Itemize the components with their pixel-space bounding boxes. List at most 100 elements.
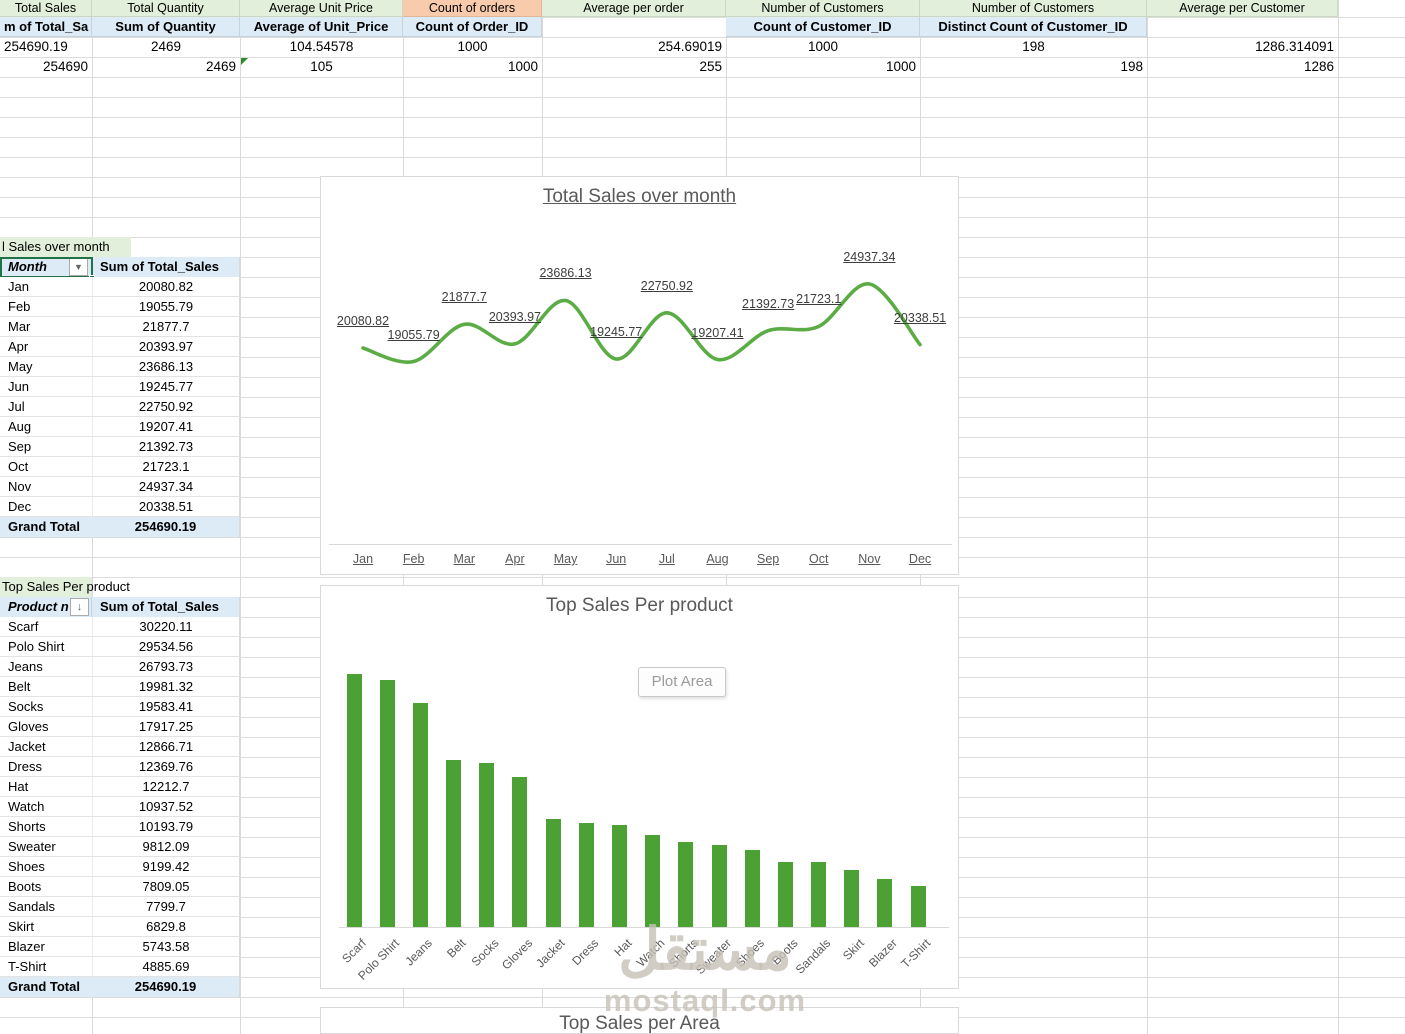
kpi-value-cell[interactable]: 254690.19	[4, 39, 68, 54]
pivot-values-header[interactable]: Sum of Total_Sales	[92, 597, 240, 617]
chart-top-sales-per-area[interactable]: Top Sales per Area	[320, 1007, 959, 1034]
kpi-value-cell[interactable]: 198	[1120, 59, 1143, 74]
pivot-row-value[interactable]: 19583.41	[92, 697, 240, 717]
pivot-row-label[interactable]: May	[0, 357, 92, 377]
pivot-row-value[interactable]: 7799.7	[92, 897, 240, 917]
pivot-field-header[interactable]: Product n	[0, 597, 92, 617]
pivot-row-value[interactable]: 12369.76	[92, 757, 240, 777]
pivot-row-label[interactable]: Oct	[0, 457, 92, 477]
pivot-row-value[interactable]: 17917.25	[92, 717, 240, 737]
pivot-row-value[interactable]: 19055.79	[92, 297, 240, 317]
kpi-header-cell[interactable]: Number of Customers	[726, 0, 920, 17]
kpi-value-cell[interactable]: 1000	[885, 59, 916, 74]
kpi-subheader-cell[interactable]: Average of Unit_Price	[240, 17, 403, 37]
kpi-value-cell[interactable]: 1286	[1303, 59, 1334, 74]
pivot-row-label[interactable]: Shoes	[0, 857, 92, 877]
pivot-row-value[interactable]: 20080.82	[92, 277, 240, 297]
pivot-row-value[interactable]: 20338.51	[92, 497, 240, 517]
pivot-row-label[interactable]: Sep	[0, 437, 92, 457]
pivot-row-value[interactable]: 24937.34	[92, 477, 240, 497]
pivot-row-label[interactable]: Socks	[0, 697, 92, 717]
kpi-header-cell[interactable]: Total Quantity	[92, 0, 240, 17]
pivot-row-label[interactable]: Polo Shirt	[0, 637, 92, 657]
pivot-row-label[interactable]: Gloves	[0, 717, 92, 737]
pivot-row-value[interactable]: 12212.7	[92, 777, 240, 797]
pivot-row-value[interactable]: 10937.52	[92, 797, 240, 817]
pivot-row-label[interactable]: Apr	[0, 337, 92, 357]
kpi-value-cell[interactable]: 2469	[150, 39, 182, 54]
pivot-row-value[interactable]: 10193.79	[92, 817, 240, 837]
kpi-value-cell[interactable]: 105	[310, 59, 333, 74]
pivot-row-value[interactable]: 21392.73	[92, 437, 240, 457]
pivot-row-value[interactable]: 30220.11	[92, 617, 240, 637]
grand-total-value[interactable]: 254690.19	[92, 977, 240, 997]
pivot-row-value[interactable]: 26793.73	[92, 657, 240, 677]
pivot-row-label[interactable]: Shorts	[0, 817, 92, 837]
bar-chart-top-sales-per-product[interactable]: Top Sales Per product Scarf Polo Shirt Jea…	[320, 585, 959, 989]
kpi-header-cell[interactable]: Total Sales	[0, 0, 92, 17]
kpi-subheader-cell[interactable]: Count of Order_ID	[403, 17, 542, 37]
pivot-row-value[interactable]: 6829.8	[92, 917, 240, 937]
grand-total-label[interactable]: Grand Total	[0, 977, 92, 997]
pivot-row-label[interactable]: Blazer	[0, 937, 92, 957]
pivot-row-label[interactable]: Jacket	[0, 737, 92, 757]
pivot-row-value[interactable]: 19245.77	[92, 377, 240, 397]
line-chart-total-sales-over-month[interactable]: Total Sales over month 20080.82 19055.79 2…	[320, 176, 959, 575]
pivot-row-value[interactable]: 12866.71	[92, 737, 240, 757]
pivot-row-label[interactable]: Nov	[0, 477, 92, 497]
pivot-row-label[interactable]: Jun	[0, 377, 92, 397]
kpi-subheader-cell[interactable]: Distinct Count of Customer_ID	[920, 17, 1147, 37]
kpi-value-cell[interactable]: 1000	[507, 59, 538, 74]
pivot-row-value[interactable]: 9199.42	[92, 857, 240, 877]
pivot-row-value[interactable]: 21723.1	[92, 457, 240, 477]
kpi-value-cell[interactable]: 198	[1022, 39, 1045, 54]
kpi-header-cell[interactable]: Count of orders	[403, 0, 542, 17]
pivot-row-label[interactable]: Hat	[0, 777, 92, 797]
pivot-row-label[interactable]: Jul	[0, 397, 92, 417]
pivot-row-value[interactable]: 7809.05	[92, 877, 240, 897]
pivot-row-label[interactable]: Dress	[0, 757, 92, 777]
pivot-row-value[interactable]: 20393.97	[92, 337, 240, 357]
pivot-row-value[interactable]: 22750.92	[92, 397, 240, 417]
kpi-header-cell[interactable]: Average per Customer	[1147, 0, 1338, 17]
pivot-row-label[interactable]: Sweater	[0, 837, 92, 857]
pivot-row-value[interactable]: 19207.41	[92, 417, 240, 437]
pivot-row-label[interactable]: Scarf	[0, 617, 92, 637]
pivot-row-label[interactable]: Sandals	[0, 897, 92, 917]
kpi-value-cell[interactable]: 254690	[42, 59, 88, 74]
pivot-row-label[interactable]: Jan	[0, 277, 92, 297]
kpi-value-cell[interactable]: 1286.314091	[1255, 39, 1334, 54]
pivot-title-cell[interactable]	[0, 577, 92, 597]
kpi-subheader-cell[interactable]: Count of Customer_ID	[726, 17, 920, 37]
kpi-value-cell[interactable]: 255	[699, 59, 722, 74]
kpi-value-cell[interactable]: 1000	[457, 39, 488, 54]
pivot-row-label[interactable]: Dec	[0, 497, 92, 517]
pivot-row-label[interactable]: Aug	[0, 417, 92, 437]
pivot-row-value[interactable]: 4885.69	[92, 957, 240, 977]
grand-total-value[interactable]: 254690.19	[92, 517, 240, 537]
pivot-row-label[interactable]: Watch	[0, 797, 92, 817]
product-sort-filter-button[interactable]: ↓	[70, 598, 89, 616]
pivot-row-value[interactable]: 23686.13	[92, 357, 240, 377]
pivot-row-value[interactable]: 19981.32	[92, 677, 240, 697]
pivot-row-label[interactable]: Mar	[0, 317, 92, 337]
month-filter-dropdown-button[interactable]: ▼	[69, 258, 88, 276]
kpi-header-cell[interactable]: Number of Customers	[920, 0, 1147, 17]
kpi-value-cell[interactable]: 254.69019	[658, 39, 722, 54]
pivot-row-label[interactable]: Skirt	[0, 917, 92, 937]
kpi-subheader-cell[interactable]: Sum of Quantity	[92, 17, 240, 37]
kpi-subheader-cell[interactable]: m of Total_Sa	[0, 17, 92, 37]
pivot-row-label[interactable]: Feb	[0, 297, 92, 317]
pivot-row-label[interactable]: T-Shirt	[0, 957, 92, 977]
pivot-row-value[interactable]: 29534.56	[92, 637, 240, 657]
pivot-title-cell[interactable]	[0, 237, 131, 257]
pivot-row-value[interactable]: 5743.58	[92, 937, 240, 957]
pivot-row-label[interactable]: Jeans	[0, 657, 92, 677]
kpi-value-cell[interactable]: 104.54578	[289, 39, 354, 54]
kpi-header-cell[interactable]: Average Unit Price	[240, 0, 403, 17]
kpi-value-cell[interactable]: 2469	[205, 59, 236, 74]
pivot-row-value[interactable]: 9812.09	[92, 837, 240, 857]
kpi-value-cell[interactable]: 1000	[807, 39, 839, 54]
pivot-row-label[interactable]: Belt	[0, 677, 92, 697]
kpi-header-cell[interactable]: Average per order	[542, 0, 726, 17]
